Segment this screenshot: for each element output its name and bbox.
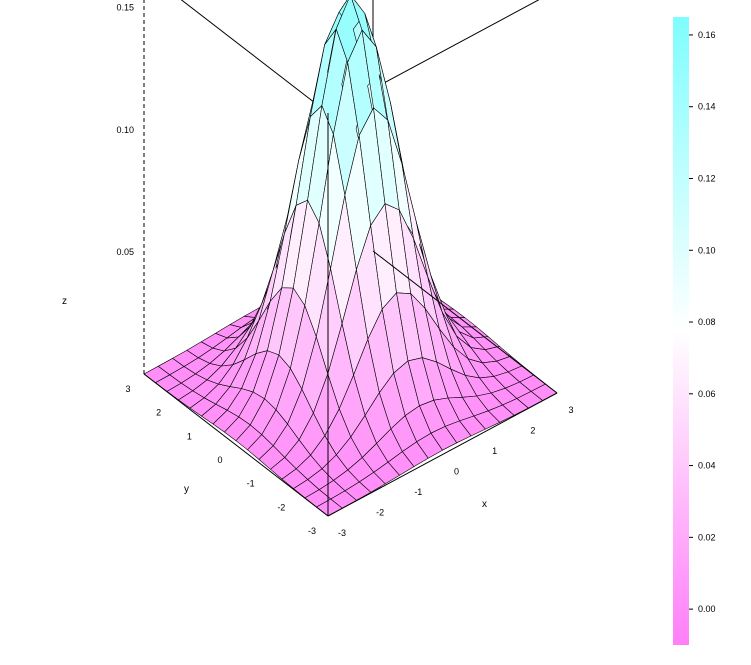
y-tick-label: -2: [277, 502, 285, 512]
x-axis-label: x: [482, 499, 487, 510]
colorbar-tick-label: 0.16: [698, 30, 716, 40]
z-tick-label: 0.15: [116, 3, 134, 13]
y-tick-label: -3: [308, 526, 316, 536]
y-tick-label: 1: [187, 431, 192, 441]
x-tick-label: 2: [530, 426, 535, 436]
colorbar-tick-label: 0.10: [698, 245, 716, 255]
z-tick-label: 0.10: [116, 125, 134, 135]
x-tick-label: -3: [338, 528, 346, 538]
box-edge-bottom-right: [372, 250, 558, 394]
box-edge-bottom-left: [143, 373, 329, 517]
colorbar-tick-label: 0.06: [698, 389, 716, 399]
box-edge-bottom-front: [327, 392, 558, 517]
z-tick-label: 0.05: [116, 247, 134, 257]
y-tick-label: 2: [156, 408, 161, 418]
axis-box-front: [143, 113, 558, 517]
colorbar-tick-label: 0.14: [698, 102, 716, 112]
x-tick-label: 0: [454, 467, 459, 477]
x-tick-label: -2: [376, 508, 384, 518]
colorbar-tick-label: 0.04: [698, 461, 716, 471]
y-tick-label: 3: [125, 384, 130, 394]
colorbar: [673, 17, 689, 645]
colorbar-tick-label: 0.00: [698, 604, 716, 614]
axis-ticks: -3 -2 -1 0 1 2 3 -3 -2 -1 0 1 2 3 0.05 0.10 0.15: [116, 3, 573, 538]
z-axis-label: z: [62, 296, 67, 307]
colorbar-tick-label: 0.02: [698, 532, 716, 542]
x-tick-label: 1: [492, 446, 497, 456]
y-axis-label: y: [184, 484, 189, 495]
y-tick-label: -1: [247, 479, 255, 489]
colorbar-ticks: 0.00 0.02 0.04 0.06 0.08 0.10 0.12 0.14 0.16: [689, 30, 716, 614]
colorbar-tick-label: 0.08: [698, 317, 716, 327]
y-tick-label: 0: [217, 455, 222, 465]
colorbar-tick-label: 0.12: [698, 173, 716, 183]
surface-mesh: [143, 0, 558, 517]
x-tick-label: -1: [414, 487, 422, 497]
x-tick-label: 3: [568, 405, 573, 415]
box-edge-top-left: [180, 0, 329, 114]
